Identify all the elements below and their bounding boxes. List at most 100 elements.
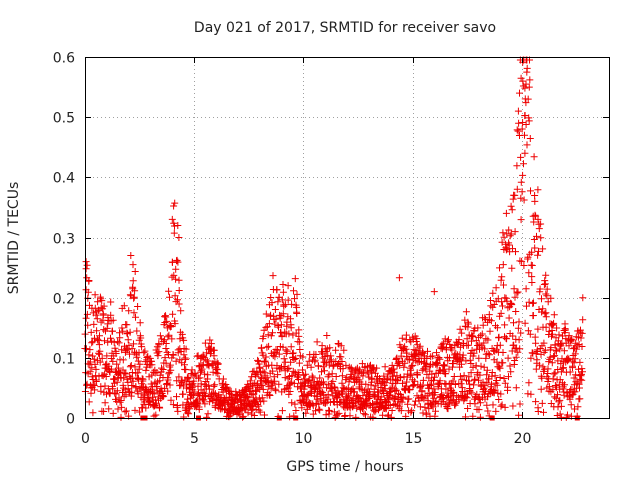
scatter-point: [398, 398, 406, 406]
scatter-point: [279, 288, 287, 296]
scatter-point: [169, 351, 177, 359]
scatter-point: [254, 356, 262, 364]
scatter-point: [387, 413, 395, 421]
scatter-point: [112, 390, 120, 398]
scatter-point: [277, 321, 285, 329]
scatter-point: [162, 380, 170, 388]
scatter-point: [462, 413, 469, 421]
scatter-point: [136, 408, 144, 416]
scatter-point: [574, 403, 582, 411]
scatter-point: [444, 405, 452, 413]
scatter-point: [206, 336, 214, 344]
scatter-point: [175, 276, 183, 284]
scatter-point: [481, 345, 489, 353]
scatter-point: [123, 321, 131, 329]
scatter-point: [508, 301, 516, 309]
scatter-point: [162, 359, 170, 367]
scatter-point: [399, 379, 406, 387]
scatter-point: [507, 230, 515, 238]
scatter-point: [302, 370, 310, 378]
scatter-point: [275, 380, 283, 388]
scatter-point: [362, 380, 370, 388]
scatter-point: [211, 403, 219, 411]
scatter-point: [543, 285, 551, 293]
scatter-point: [265, 391, 273, 399]
scatter-point: [442, 370, 450, 378]
scatter-point: [167, 323, 175, 330]
scatter-point: [515, 318, 523, 326]
scatter-point: [493, 381, 501, 389]
scatter-point: [332, 373, 340, 380]
scatter-point: [466, 356, 474, 364]
scatter-point: [154, 352, 162, 360]
scatter-point: [280, 355, 288, 363]
scatter-point: [298, 404, 306, 412]
scatter-point: [514, 127, 522, 135]
scatter-point: [97, 304, 105, 312]
scatter-point: [532, 365, 540, 373]
scatter-point: [174, 222, 182, 229]
scatter-point: [185, 410, 193, 418]
scatter-point: [502, 209, 510, 217]
scatter-point: [269, 329, 276, 337]
scatter-point: [496, 341, 504, 349]
scatter-point: [264, 377, 272, 385]
scatter-point: [455, 396, 463, 404]
scatter-point: [492, 284, 500, 292]
scatter-point: [535, 247, 542, 255]
scatter-point: [100, 302, 108, 310]
scatter-point: [460, 372, 468, 380]
scatter-point: [244, 394, 252, 402]
scatter-point: [311, 356, 319, 364]
scatter-point: [502, 246, 510, 254]
scatter-point: [119, 366, 127, 374]
scatter-point: [204, 361, 212, 369]
scatter-point: [549, 375, 557, 383]
scatter-point: [170, 229, 178, 237]
scatter-point: [489, 401, 497, 409]
scatter-point: [578, 365, 586, 373]
scatter-point: [141, 347, 149, 355]
scatter-point: [281, 374, 289, 382]
scatter-point: [95, 341, 103, 349]
scatter-point: [457, 380, 465, 388]
scatter-point: [504, 304, 512, 312]
scatter-point: [578, 343, 586, 350]
x-tick-label: 20: [514, 431, 532, 447]
scatter-point: [524, 253, 532, 261]
scatter-point: [117, 397, 125, 404]
scatter-point: [326, 407, 333, 415]
scatter-point: [155, 348, 163, 356]
scatter-point: [259, 385, 267, 393]
scatter-point: [387, 376, 395, 384]
scatter-point: [436, 355, 444, 363]
scatter-point: [149, 389, 157, 397]
scatter-point: [465, 320, 472, 328]
scatter-point: [96, 332, 103, 340]
scatter-point: [549, 321, 557, 329]
scatter-point: [538, 295, 545, 303]
scatter-point: [517, 329, 525, 337]
scatter-point: [278, 407, 286, 415]
scatter-point: [483, 371, 491, 379]
scatter-point: [526, 76, 534, 84]
scatter-point: [497, 309, 505, 317]
scatter-point: [532, 398, 540, 406]
scatter-point: [283, 365, 291, 373]
scatter-point: [284, 296, 292, 304]
scatter-point: [323, 332, 331, 339]
scatter-point: [130, 293, 138, 301]
scatter-point: [378, 386, 386, 394]
scatter-point: [508, 206, 516, 214]
x-tick-label: 5: [190, 431, 199, 447]
scatter-point: [496, 374, 504, 381]
scatter-point: [308, 372, 316, 380]
scatter-point: [122, 407, 130, 415]
scatter-point: [143, 354, 151, 361]
scatter-point: [109, 316, 117, 324]
scatter-point: [525, 117, 533, 125]
scatter-point: [92, 365, 100, 373]
scatter-point: [286, 388, 294, 395]
scatter-point: [204, 371, 212, 379]
scatter-point: [131, 287, 139, 295]
